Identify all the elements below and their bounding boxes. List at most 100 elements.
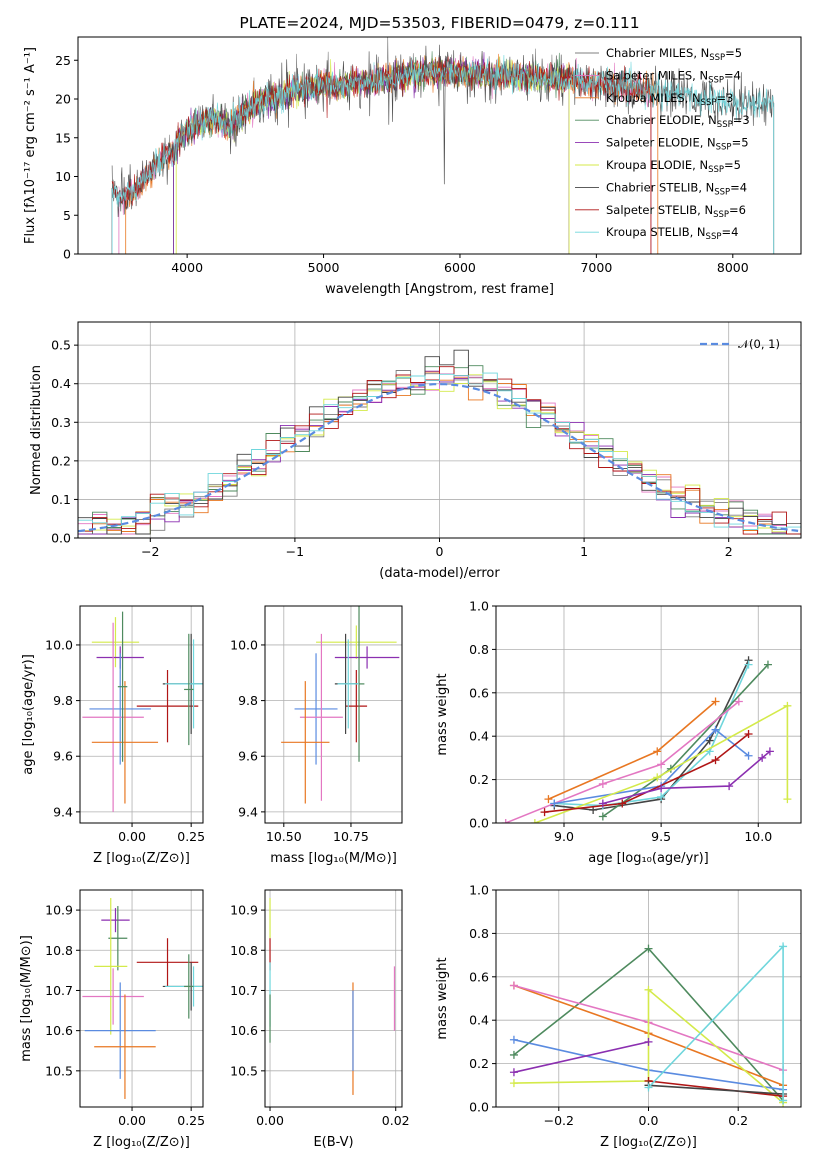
spectrum-ytick-label: 20 [55, 92, 71, 107]
weight_vs_Z-marker-0-1 [644, 944, 653, 953]
spectrum-series-edge-8 [111, 102, 775, 254]
legend-nssp: =4 [721, 225, 738, 239]
age_vs_mass-plot-area [281, 606, 400, 804]
weight_vs_age-marker-8-4 [765, 747, 774, 756]
gaussian-legend-label: 𝒩(0, 1) [738, 337, 780, 351]
weight_vs_age-marker-1-2 [657, 792, 666, 801]
mass_vs_Z-ytick-label: 10.8 [45, 943, 73, 958]
legend-model-name: Kroupa STELIB, N [606, 225, 706, 239]
mass_vs_ebv-plot-area [269, 898, 396, 1095]
weight_vs_Z-series-4 [513, 988, 784, 1104]
mass_vs_ebv-frame [264, 889, 403, 1108]
weight_vs_age-ytick-label: 0.4 [469, 729, 489, 744]
spectrum-ytick-label: 5 [63, 208, 71, 223]
age_vs_Z-ytick-label: 9.4 [53, 804, 73, 819]
spectrum-frame [77, 36, 802, 255]
weight_vs_age-marker-4-1 [598, 779, 607, 788]
legend-subscript: SSP [708, 75, 724, 85]
mass_vs_ebv-ytick-label: 10.8 [230, 943, 258, 958]
weight_vs_Z-marker-3-0 [509, 1035, 518, 1044]
legend-nssp: =3 [733, 113, 750, 127]
weight_vs_Z-marker-4-2 [644, 985, 653, 994]
age_vs_Z-panel: 0.00 0.25 9.4 9.6 9.8 10.0 Z [log₁₀(Z/Z⊙)] age … [21, 605, 205, 866]
age_vs_mass-xtick-label: 10.75 [333, 829, 369, 844]
weight_vs_age-marker-8-2 [725, 782, 734, 791]
weight_vs_age-marker-2-2 [763, 660, 772, 669]
mass_vs_Z-point-0 [101, 908, 130, 933]
legend-model-name: Kroupa MILES, N [606, 91, 701, 105]
mass_vs_Z-point-9 [94, 994, 156, 1099]
spectrum-legend-entry-5: Kroupa ELODIE, NSSP=5 [606, 158, 741, 175]
age_vs_mass-point-2 [294, 653, 338, 765]
legend-model-name: Chabrier STELIB, N [606, 180, 714, 194]
legend-nssp: =5 [732, 136, 749, 150]
spectrum-ytick-label: 15 [55, 130, 71, 145]
weight_vs_age-marker-3-2 [711, 697, 720, 706]
weight_vs_age-frame [495, 605, 802, 824]
weight_vs_Z-ytick-label: 0.4 [469, 1013, 489, 1028]
weight_vs_age-marker-8-0 [598, 799, 607, 808]
residuals-xtick-label: −1 [286, 544, 304, 559]
age_vs_Z-ytick-label: 9.6 [53, 749, 73, 764]
mass_vs_Z-point-1 [108, 906, 128, 971]
mass_vs_Z-xtick-label: 0.00 [118, 1113, 146, 1128]
residuals-ylabel: Normed distribution [29, 365, 44, 495]
mass_vs_ebv-xlabel: E(B-V) [313, 1135, 353, 1150]
spectrum-plot-area [111, 37, 775, 254]
mass_vs_Z-frame [79, 889, 204, 1108]
residuals-xtick-label: 1 [580, 544, 588, 559]
legend-subscript: SSP [709, 53, 725, 63]
weight_vs_Z-xtick-label: −0.2 [544, 1113, 574, 1128]
weight_vs_age-marker-5-0 [550, 799, 559, 808]
spectrum-legend-entry-8: Kroupa STELIB, NSSP=4 [606, 225, 738, 242]
mass_vs_ebv-xtick-label: 0.02 [382, 1113, 410, 1128]
legend-nssp: =5 [724, 158, 741, 172]
legend-model-name: Chabrier MILES, N [606, 46, 709, 60]
weight_vs_age-marker-5-2 [711, 725, 720, 734]
weight_vs_Z-marker-4-0 [509, 1079, 518, 1088]
mass_vs_Z-xtick-label: 0.25 [177, 1113, 205, 1128]
legend-model-name: Kroupa ELODIE, N [606, 158, 708, 172]
age_vs_mass-point-4 [281, 681, 330, 804]
weight_vs_age-marker-8-1 [657, 784, 666, 793]
weight_vs_Z-ylabel: mass weight [435, 957, 450, 1039]
legend-model-name: Chabrier ELODIE, N [606, 113, 717, 127]
age_vs_mass-point-0 [316, 625, 397, 659]
weight_vs_Z-xtick-label: 0.0 [639, 1113, 659, 1128]
spectrum-xlabel: wavelength [Angstrom, rest frame] [325, 282, 554, 297]
weight_vs_Z-marker-8-1 [779, 942, 788, 951]
weight_vs_age-marker-1-4 [744, 660, 753, 669]
mass_vs_Z-xlabel: Z [log₁₀(Z/Z⊙)] [93, 1135, 190, 1150]
weight_vs_Z-ytick-label: 0.0 [469, 1100, 489, 1115]
mass_vs_Z-ytick-label: 10.9 [45, 903, 73, 918]
mass_vs_Z-point-7 [82, 968, 144, 1025]
weight_vs_age-marker-3-0 [544, 795, 553, 804]
legend-subscript: SSP [706, 232, 722, 242]
age_vs_mass-panel: 10.50 10.75 9.4 9.6 9.8 10.0 mass [log₁₀(M/M⊙)… [230, 605, 403, 866]
mass_vs_ebv-ytick-label: 10.7 [230, 983, 258, 998]
weight_vs_age-marker-3-1 [653, 747, 662, 756]
weight_vs_age-marker-6-2 [783, 701, 792, 710]
mass_vs_Z-ytick-label: 10.5 [45, 1063, 73, 1078]
age_vs_Z-point-9 [184, 633, 194, 746]
spectrum-series-edge-5 [175, 79, 570, 254]
weight_vs_Z-frame [495, 889, 802, 1108]
spectrum-ytick-label: 0 [63, 247, 71, 262]
weight_vs_Z-ytick-label: 1.0 [469, 883, 489, 898]
spectrum-xtick-label: 7000 [580, 260, 612, 275]
mass_vs_ebv-ytick-label: 10.5 [230, 1063, 258, 1078]
mass_vs_ebv-xtick-label: 0.00 [256, 1113, 284, 1128]
mass_vs_Z-point-6 [184, 954, 194, 1019]
mass_vs_Z-ylabel: mass [log₁₀(M/M⊙)] [19, 935, 34, 1062]
residuals-ytick-label: 0.1 [51, 492, 71, 507]
residuals-ytick-label: 0.2 [51, 453, 71, 468]
spectrum-feature [443, 67, 446, 185]
age_vs_mass-ytick-label: 10.0 [230, 637, 258, 652]
gaussian-curve [78, 382, 799, 533]
legend-nssp: =4 [724, 68, 741, 82]
weight_vs_age-marker-7-1 [618, 799, 627, 808]
mass_vs_ebv-ytick-label: 10.6 [230, 1023, 258, 1038]
weight_vs_age-ytick-label: 0.6 [469, 685, 489, 700]
residuals-frame [77, 321, 802, 539]
